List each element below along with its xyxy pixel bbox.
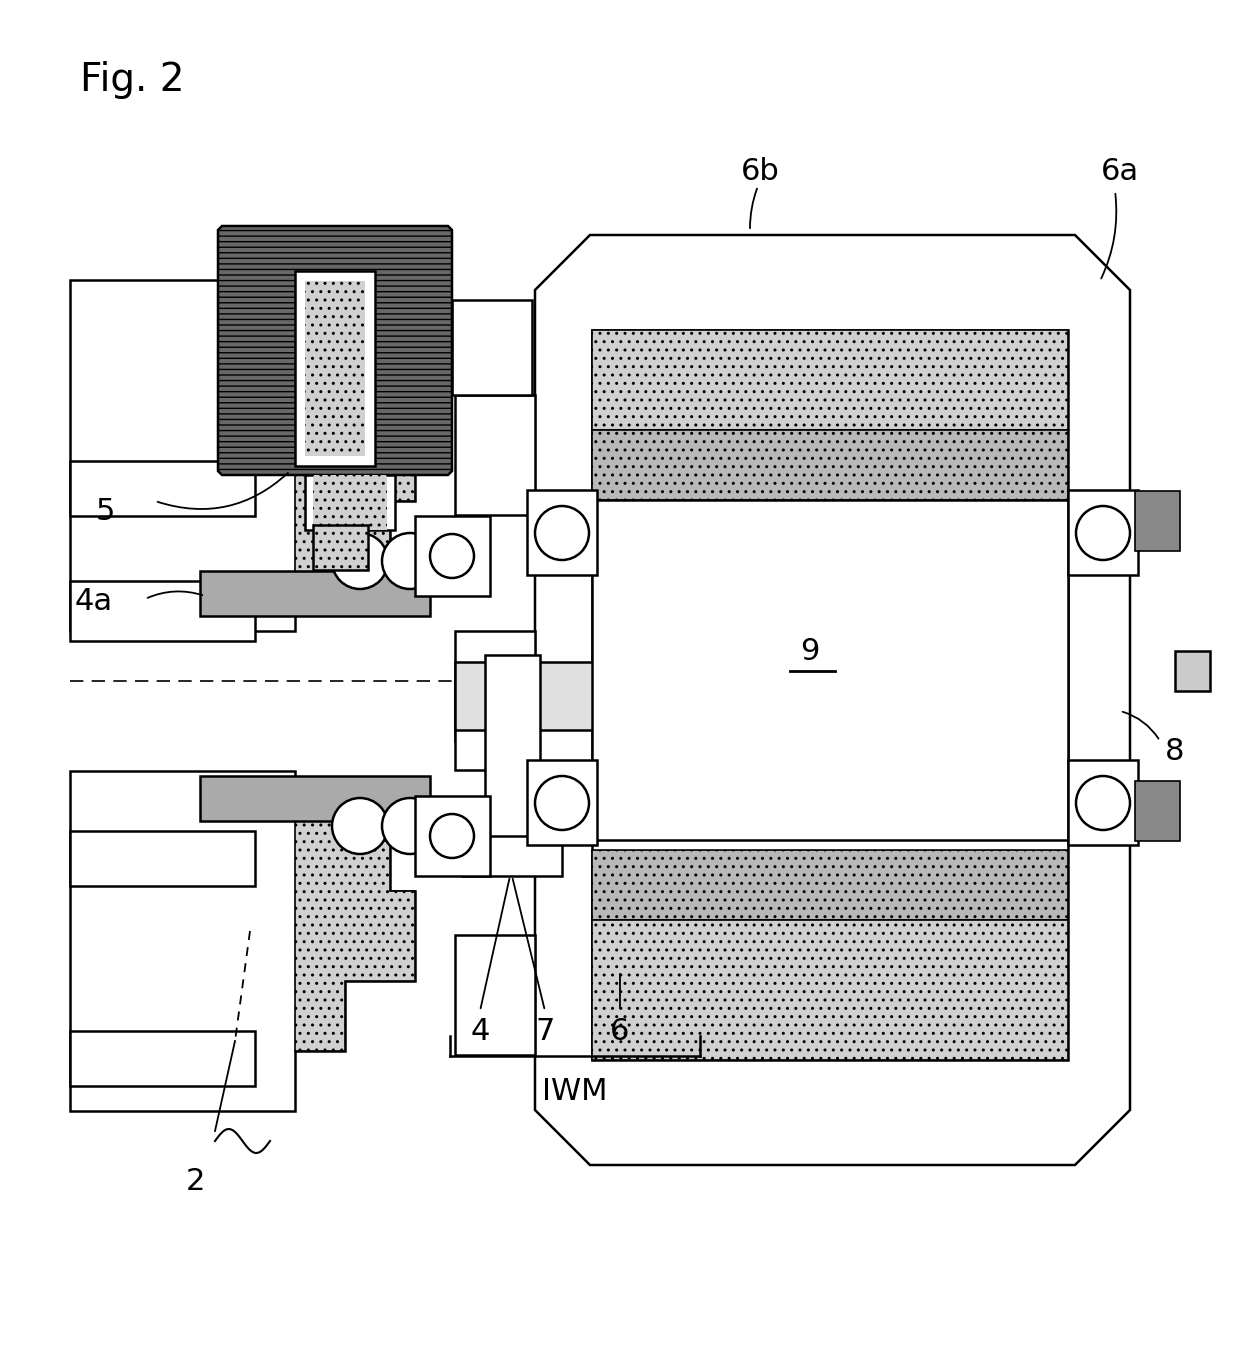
- Circle shape: [332, 798, 388, 854]
- Circle shape: [1076, 776, 1130, 829]
- Text: IWM: IWM: [542, 1076, 608, 1105]
- Bar: [455, 662, 600, 729]
- Text: 9: 9: [800, 636, 820, 665]
- Circle shape: [332, 533, 388, 590]
- Bar: [527, 489, 596, 574]
- Bar: [527, 760, 596, 845]
- Bar: [1068, 760, 1138, 845]
- Text: 6: 6: [610, 1016, 630, 1046]
- Polygon shape: [218, 226, 453, 474]
- Bar: [455, 935, 534, 1056]
- Bar: [415, 515, 490, 596]
- Polygon shape: [295, 801, 415, 1052]
- Text: 6a: 6a: [1101, 156, 1140, 185]
- Circle shape: [382, 533, 438, 590]
- Text: 4: 4: [470, 1016, 490, 1046]
- Bar: [455, 395, 534, 515]
- Circle shape: [430, 533, 474, 579]
- Bar: [591, 850, 1068, 920]
- Bar: [463, 836, 562, 876]
- Text: Fig. 2: Fig. 2: [81, 60, 185, 99]
- Bar: [200, 776, 430, 821]
- Circle shape: [382, 798, 438, 854]
- Bar: [69, 581, 255, 642]
- Bar: [295, 271, 374, 466]
- Bar: [69, 831, 255, 886]
- Bar: [1176, 651, 1210, 691]
- Bar: [485, 655, 539, 840]
- Text: 2: 2: [185, 1167, 205, 1196]
- Bar: [1135, 781, 1180, 840]
- Text: 8: 8: [1166, 736, 1184, 765]
- Bar: [1135, 491, 1180, 551]
- Bar: [1068, 489, 1138, 574]
- Bar: [312, 525, 368, 570]
- Bar: [305, 281, 365, 457]
- Bar: [200, 570, 430, 616]
- Circle shape: [1076, 506, 1130, 559]
- Bar: [455, 631, 534, 740]
- Circle shape: [430, 814, 474, 858]
- Text: 6b: 6b: [740, 156, 780, 185]
- Polygon shape: [69, 771, 415, 1111]
- Text: 4a: 4a: [74, 587, 113, 616]
- Text: 7: 7: [536, 1016, 554, 1046]
- Bar: [591, 920, 1068, 1060]
- Bar: [415, 797, 490, 876]
- Bar: [453, 300, 532, 395]
- Bar: [591, 430, 1068, 500]
- Bar: [305, 474, 396, 531]
- Bar: [69, 1031, 255, 1086]
- Bar: [455, 680, 534, 771]
- Text: 5: 5: [95, 496, 114, 525]
- Bar: [69, 461, 255, 515]
- Polygon shape: [69, 280, 415, 631]
- Bar: [312, 474, 387, 531]
- Bar: [591, 330, 1068, 430]
- Circle shape: [534, 506, 589, 559]
- Polygon shape: [295, 341, 415, 596]
- Circle shape: [534, 776, 589, 829]
- Bar: [591, 500, 1068, 840]
- Polygon shape: [534, 234, 1130, 1165]
- Bar: [591, 330, 1068, 1060]
